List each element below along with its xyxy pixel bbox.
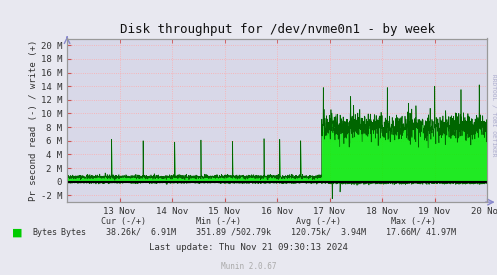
Text: Bytes    38.26k/  6.91M    351.89 /502.79k    120.75k/  3.94M    17.66M/ 41.97M: Bytes 38.26k/ 6.91M 351.89 /502.79k 120.…	[61, 228, 456, 237]
Text: Cur (-/+)          Min (-/+)           Avg (-/+)          Max (-/+): Cur (-/+) Min (-/+) Avg (-/+) Max (-/+)	[81, 217, 436, 226]
Text: Bytes: Bytes	[32, 228, 57, 237]
Text: RRDTOOL / TOBI OETIKER: RRDTOOL / TOBI OETIKER	[491, 74, 496, 157]
Text: Last update: Thu Nov 21 09:30:13 2024: Last update: Thu Nov 21 09:30:13 2024	[149, 243, 348, 252]
Text: Munin 2.0.67: Munin 2.0.67	[221, 262, 276, 271]
Y-axis label: Pr second read (-) / write (+): Pr second read (-) / write (+)	[29, 40, 38, 201]
Title: Disk throughput for /dev/nvme0n1 - by week: Disk throughput for /dev/nvme0n1 - by we…	[120, 23, 434, 36]
Text: ■: ■	[12, 227, 23, 237]
